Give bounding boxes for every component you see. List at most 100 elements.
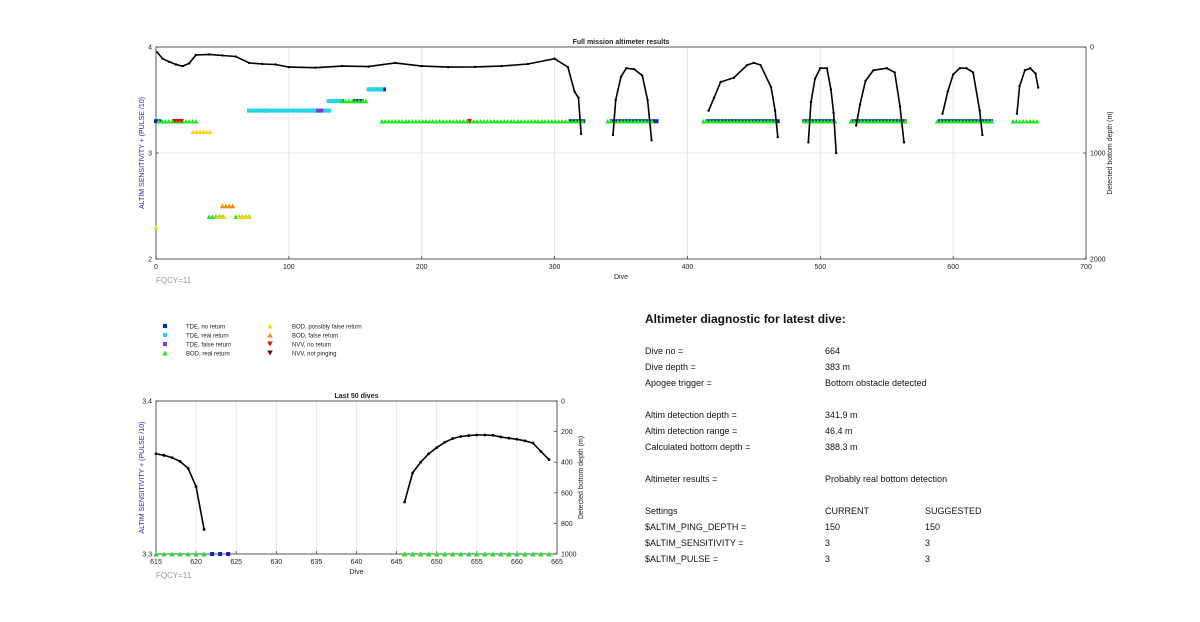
main-marker-bod-real-return — [437, 118, 443, 124]
main-bottom-depth-point — [500, 64, 503, 68]
main-bottom-depth-point — [619, 75, 623, 78]
main-bottom-depth-point — [872, 69, 875, 72]
main-bottom-depth-point — [829, 88, 833, 91]
main-marker-tde-no-return — [382, 87, 387, 92]
last50-bod-marker — [425, 551, 432, 557]
main-bottom-depth-point — [367, 65, 370, 68]
main-marker-bod-real-return — [193, 118, 199, 124]
calculated-depth-label: Calculated bottom depth = — [645, 442, 751, 452]
main-marker-bod-real-return — [882, 118, 888, 124]
main-marker-tde-real-return — [369, 87, 374, 92]
last50-xtick-label: 655 — [471, 559, 483, 566]
main-marker-bod-real-return — [396, 118, 402, 124]
last50-bod-marker — [514, 551, 520, 557]
main-bottom-depth-line — [612, 67, 653, 141]
main-marker-bod-real-return — [454, 118, 460, 124]
dive-no-label: Dive no = — [645, 346, 684, 356]
last50-xtick-label: 650 — [431, 559, 443, 566]
main-marker-bod-real-return — [758, 118, 764, 124]
main-marker-bod-real-return — [1010, 118, 1016, 124]
main-marker-bod-real-return — [552, 118, 558, 124]
main-marker-tde-real-return — [253, 108, 258, 113]
main-marker-bod-real-return — [902, 118, 908, 124]
main-marker-nvv-no-return — [172, 118, 178, 124]
apogee-trigger-label: Apogee trigger = — [645, 378, 712, 388]
main-bottom-depth-point — [573, 90, 576, 93]
main-marker-tde-no-return — [574, 119, 579, 124]
main-bottom-depth-point — [553, 57, 556, 60]
main-marker-bod-real-return — [363, 98, 369, 104]
main-marker-bod-real-return — [156, 118, 162, 124]
main-marker-bod-real-return — [801, 118, 807, 124]
last50-y2tick-label: 800 — [561, 521, 573, 528]
main-marker-bod-real-return — [818, 118, 824, 124]
main-bottom-depth-point — [864, 79, 867, 83]
main-marker-bod-real-return — [542, 118, 548, 124]
last50-bod-marker — [474, 551, 480, 557]
last50-bottom-depth-point — [427, 452, 431, 456]
main-marker-bod-real-return — [528, 118, 534, 124]
main-bottom-depth-point — [759, 63, 762, 67]
main-marker-bod-real-return — [532, 118, 538, 124]
main-marker-bod-real-return — [965, 118, 971, 124]
main-marker-tde-no-return — [154, 119, 158, 124]
main-bottom-depth-point — [1018, 85, 1021, 88]
main-bottom-depth-point — [769, 86, 773, 89]
main-marker-tde-real-return — [323, 108, 328, 113]
main-marker-bod-real-return — [339, 98, 345, 104]
main-marker-tde-no-return — [746, 119, 751, 124]
main-marker-bod-real-return — [508, 118, 514, 124]
main-bottom-depth-point — [807, 141, 810, 144]
main-marker-bod-real-return — [755, 118, 761, 124]
last50-bod-marker — [530, 551, 536, 557]
main-marker-tde-real-return — [279, 108, 283, 113]
main-bottom-depth-point — [194, 53, 198, 57]
main-marker-tde-real-return — [311, 108, 315, 113]
main-marker-tde-real-return — [282, 108, 287, 113]
legend-marker — [267, 341, 273, 347]
main-marker-bod-real-return — [989, 118, 995, 124]
main-bottom-depth-point — [712, 96, 716, 100]
main-bottom-depth-point — [1015, 112, 1019, 115]
last50-bod-marker — [409, 551, 416, 557]
main-bottom-depth-point — [707, 109, 710, 112]
main-ylabel: ALTIM SENSITIVITY + (PULSE /10) — [139, 97, 146, 209]
last50-bottom-depth-point — [547, 458, 551, 461]
main-marker-bod-real-return — [186, 118, 192, 124]
sensitivity-current: 3 — [825, 538, 831, 548]
main-bottom-depth-point — [1029, 67, 1032, 70]
main-marker-bod-real-return — [889, 118, 895, 124]
main-marker-bod-real-return — [858, 118, 864, 124]
last50-bod-marker — [546, 551, 552, 557]
main-marker-bod-real-return — [579, 118, 585, 124]
legend-label: TDE, false return — [186, 343, 231, 349]
main-marker-bod-possibly-false-return — [200, 129, 206, 135]
main-marker-bod-real-return — [741, 118, 747, 124]
main-bottom-depth-point — [287, 65, 291, 69]
main-bottom-depth-point — [813, 77, 817, 81]
last50-fqcy-note: FQCY=11 — [156, 571, 192, 580]
main-marker-bod-real-return — [386, 118, 392, 124]
main-marker-bod-real-return — [868, 118, 874, 124]
main-marker-bod-real-return — [409, 118, 415, 124]
main-marker-bod-real-return — [471, 118, 477, 124]
main-marker-tde-no-return — [775, 119, 780, 124]
main-marker-bod-real-return — [751, 118, 757, 124]
main-marker-tde-no-return — [831, 119, 836, 124]
last50-y2label: Detected bottom depth (m) — [578, 436, 585, 519]
main-marker-bod-possibly-false-return — [204, 129, 210, 135]
last50-ylabel: ALTIM SENSITIVITY + (PULSE /10) — [139, 422, 146, 534]
main-marker-bod-real-return — [1020, 118, 1026, 124]
last50-bod-marker — [201, 551, 207, 557]
main-marker-bod-real-return — [420, 118, 426, 124]
main-bottom-depth-point — [247, 61, 251, 65]
altimeter-results-value: Probably real bottom detection — [825, 474, 948, 484]
main-marker-bod-possibly-false-return — [197, 129, 203, 135]
last50-bottom-depth-point — [467, 434, 471, 437]
main-marker-bod-real-return — [958, 118, 964, 124]
main-marker-tde-false-return — [316, 108, 321, 113]
last50-bottom-depth-point — [162, 453, 166, 457]
main-marker-bod-possibly-false-return — [218, 214, 224, 219]
last50-y2tick-label: 0 — [561, 399, 565, 406]
